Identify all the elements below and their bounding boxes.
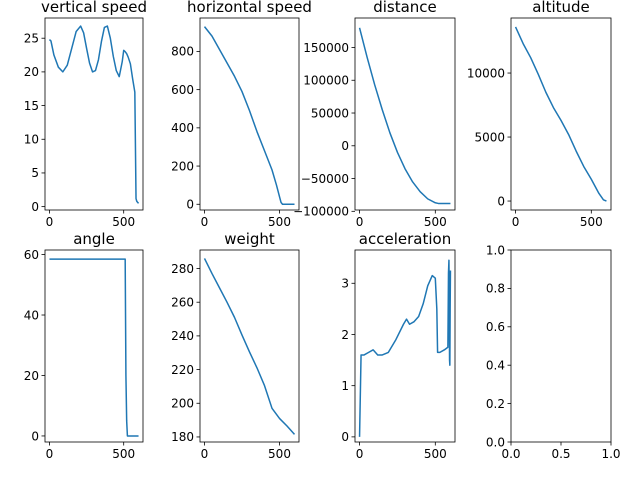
subplot-title: altitude — [532, 0, 590, 16]
y-tick-label: 5 — [31, 166, 39, 180]
y-tick-label: 600 — [171, 83, 194, 97]
x-tick-label: 0.0 — [501, 447, 520, 461]
y-tick-label: 260 — [171, 296, 194, 310]
y-tick-label: 15 — [24, 99, 39, 113]
y-tick-label: 0 — [31, 200, 39, 214]
subplot-1: 0 500 0 5 10 15 20 25 vertical speed — [24, 0, 147, 229]
plot-area — [200, 18, 299, 210]
y-tick-label: 20 — [24, 369, 39, 383]
x-tick-label: 0 — [46, 447, 54, 461]
y-tick-label: 0.0 — [486, 435, 505, 449]
y-tick-label: 0 — [186, 198, 194, 212]
x-tick-label: 500 — [268, 215, 291, 229]
axes-frame — [354, 249, 456, 443]
y-tick-label: 50000 — [311, 106, 349, 120]
x-tick-label: 0 — [46, 215, 54, 229]
x-tick-label: 500 — [580, 215, 603, 229]
y-tick-label: 100000 — [303, 74, 349, 88]
x-tick-label: 500 — [112, 447, 135, 461]
plot-area — [45, 18, 143, 210]
y-tick-label: 0 — [497, 194, 505, 208]
series-line — [358, 27, 451, 205]
y-tick-label: 150000 — [303, 41, 349, 55]
subplot-6: 0 500 180 200 220 240 260 280 weight — [171, 230, 300, 461]
x-tick-label: 0 — [201, 447, 209, 461]
x-tick-label: 500 — [424, 447, 447, 461]
plot-area — [355, 18, 455, 210]
axes-frame — [510, 17, 612, 211]
x-tick-label: 500 — [268, 447, 291, 461]
series-line — [514, 26, 607, 202]
x-tick-label: 0 — [356, 447, 364, 461]
x-tick-label: 0 — [512, 215, 520, 229]
plot-area — [45, 250, 143, 442]
y-tick-label: 60 — [24, 248, 39, 262]
series-line — [203, 26, 295, 206]
x-tick-label: 0 — [356, 215, 364, 229]
y-tick-label: 0.8 — [486, 282, 505, 296]
y-tick-label: 40 — [24, 308, 39, 322]
series-line — [48, 25, 140, 204]
series-line — [358, 259, 452, 437]
y-tick-label: 1.0 — [486, 243, 505, 257]
y-tick-label: 0 — [341, 139, 349, 153]
y-tick-label: 1 — [341, 379, 349, 393]
x-tick-label: 500 — [424, 215, 447, 229]
series-line — [203, 258, 296, 435]
y-tick-label: 10000 — [467, 66, 505, 80]
y-tick-label: 20 — [24, 65, 39, 79]
y-tick-label: 240 — [171, 329, 194, 343]
y-tick-label: 5000 — [474, 130, 505, 144]
y-tick-label: 2 — [341, 328, 349, 342]
y-tick-label: −50000 — [301, 172, 349, 186]
axes-frame — [354, 17, 456, 211]
axes-frame — [199, 249, 300, 443]
axes-frame — [510, 249, 612, 443]
plot-area — [511, 250, 611, 442]
series-line — [49, 258, 139, 437]
subplot-5: 0 500 0 20 40 60 angle — [24, 230, 144, 461]
y-tick-label: 200 — [171, 397, 194, 411]
subplot-title: weight — [224, 230, 275, 248]
x-tick-label: 0.5 — [551, 447, 570, 461]
y-tick-label: 10 — [24, 133, 39, 147]
y-tick-label: 25 — [24, 32, 39, 46]
y-tick-label: 0.6 — [486, 320, 505, 334]
y-tick-label: 0 — [341, 430, 349, 444]
y-tick-label: 180 — [171, 430, 194, 444]
subplot-title: distance — [373, 0, 437, 16]
x-tick-label: 500 — [112, 215, 135, 229]
axes-frame — [44, 249, 144, 443]
axes-frame — [44, 17, 144, 211]
y-tick-label: −100000 — [293, 205, 349, 219]
y-tick-label: 800 — [171, 45, 194, 59]
axes-frame — [199, 17, 300, 211]
subplot-3: 0 500 150000 100000 50000 0 −50000 −100000 dista… — [293, 0, 456, 229]
y-tick-label: 0.2 — [486, 397, 505, 411]
y-tick-label: 220 — [171, 363, 194, 377]
subplot-7: 0 500 0 1 2 3 acceleration — [341, 230, 456, 461]
y-tick-label: 0 — [31, 429, 39, 443]
subplot-2: 0 500 0 200 400 600 800 horizontal speed — [171, 0, 312, 229]
plot-area — [355, 250, 455, 442]
plot-area — [511, 18, 611, 210]
subplot-title: acceleration — [359, 230, 451, 248]
subplot-title: vertical speed — [41, 0, 147, 16]
y-tick-label: 400 — [171, 121, 194, 135]
y-tick-label: 0.4 — [486, 359, 505, 373]
x-tick-label: 0 — [201, 215, 209, 229]
y-tick-label: 280 — [171, 262, 194, 276]
y-tick-label: 3 — [341, 277, 349, 291]
subplot-title: horizontal speed — [187, 0, 312, 16]
subplot-title: angle — [73, 230, 115, 248]
y-tick-label: 200 — [171, 159, 194, 173]
subplot-8: 0.0 0.5 1.0 0.0 0.2 0.4 0.6 0.8 1.0 — [486, 243, 621, 461]
x-tick-label: 1.0 — [601, 447, 620, 461]
